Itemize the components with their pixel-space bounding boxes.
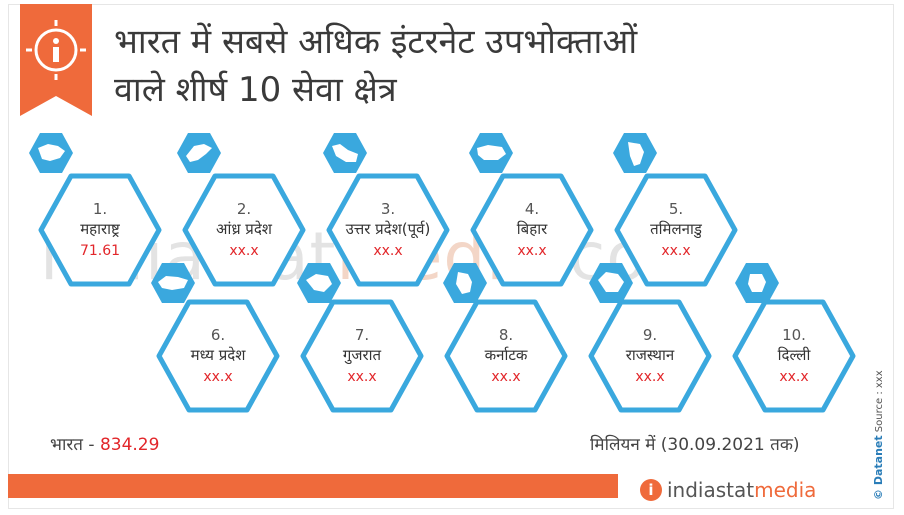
state-name: गुजरात bbox=[342, 346, 382, 364]
info-banner bbox=[20, 4, 92, 116]
state-value: xx.x bbox=[203, 369, 233, 385]
state-rank: 4. bbox=[524, 200, 540, 218]
state-value: xx.x bbox=[491, 369, 521, 385]
state-rank: 7. bbox=[354, 326, 370, 344]
title-line-1: भारत में सबसे अधिक इंटरनेट उपभोक्ताओं bbox=[114, 22, 638, 62]
footer-logo-part-1: indiastat bbox=[667, 478, 755, 502]
india-value: 834.29 bbox=[99, 435, 160, 455]
state-card-6: 6. मध्य प्रदेश xx.x bbox=[155, 298, 281, 414]
state-rank: 2. bbox=[236, 200, 252, 218]
infographic-frame bbox=[8, 4, 894, 509]
bihar-map-icon bbox=[469, 133, 513, 173]
state-value: xx.x bbox=[229, 243, 259, 259]
delhi-map-icon bbox=[735, 263, 779, 303]
madhya-pradesh-map-icon bbox=[151, 263, 195, 303]
state-value: xx.x bbox=[661, 243, 691, 259]
state-value: 71.61 bbox=[79, 243, 121, 259]
state-name: दिल्ली bbox=[777, 346, 811, 364]
state-name: राजस्थान bbox=[625, 346, 675, 364]
india-separator: - bbox=[88, 435, 95, 455]
karnataka-map-icon bbox=[443, 263, 487, 303]
state-value: xx.x bbox=[779, 369, 809, 385]
state-card-4: 4. बिहार xx.x bbox=[469, 172, 595, 288]
state-value: xx.x bbox=[373, 243, 403, 259]
source-text: Source : xxx bbox=[874, 370, 885, 433]
state-card-10: 10. दिल्ली xx.x bbox=[731, 298, 857, 414]
state-rank: 6. bbox=[210, 326, 226, 344]
state-rank: 8. bbox=[498, 326, 514, 344]
state-rank: 10. bbox=[782, 326, 806, 344]
state-name: कर्नाटक bbox=[484, 346, 528, 364]
title-line-2: वाले शीर्ष 10 सेवा क्षेत्र bbox=[114, 70, 397, 110]
state-value: xx.x bbox=[517, 243, 547, 259]
footer-bar bbox=[8, 474, 618, 498]
uttar-pradesh-map-icon bbox=[323, 133, 367, 173]
state-name: तमिलनाडु bbox=[650, 220, 702, 238]
datanet-brand: © Datanet bbox=[872, 435, 885, 500]
page-title: भारत में सबसे अधिक इंटरनेट उपभोक्ताओं वा… bbox=[114, 18, 637, 114]
india-label: भारत bbox=[50, 435, 83, 455]
source-note: © Datanet Source : xxx bbox=[872, 370, 885, 500]
state-name: महाराष्ट्र bbox=[80, 220, 120, 238]
state-rank: 1. bbox=[92, 200, 108, 218]
state-name: आंध्र प्रदेश bbox=[215, 220, 273, 238]
footer-logo-part-2: media bbox=[754, 478, 817, 502]
state-card-7: 7. गुजरात xx.x bbox=[299, 298, 425, 414]
state-card-2: 2. आंध्र प्रदेश xx.x bbox=[181, 172, 307, 288]
info-icon: i bbox=[640, 479, 662, 501]
state-card-9: 9. राजस्थान xx.x bbox=[587, 298, 713, 414]
state-card-3: 3. उत्तर प्रदेश(पूर्व) xx.x bbox=[325, 172, 451, 288]
state-card-1: 1. महाराष्ट्र 71.61 bbox=[37, 172, 163, 288]
state-value: xx.x bbox=[347, 369, 377, 385]
unit-note: मिलियन में (30.09.2021 तक) bbox=[590, 435, 800, 455]
state-rank: 3. bbox=[380, 200, 396, 218]
india-total: भारत - 834.29 bbox=[50, 432, 159, 455]
state-name: उत्तर प्रदेश(पूर्व) bbox=[345, 220, 431, 238]
state-rank: 5. bbox=[668, 200, 684, 218]
andhra-pradesh-map-icon bbox=[177, 133, 221, 173]
state-name: मध्य प्रदेश bbox=[190, 346, 246, 364]
state-name: बिहार bbox=[516, 220, 548, 238]
rajasthan-map-icon bbox=[589, 263, 633, 303]
state-card-5: 5. तमिलनाडु xx.x bbox=[613, 172, 739, 288]
gujarat-map-icon bbox=[297, 263, 341, 303]
state-rank: 9. bbox=[642, 326, 658, 344]
maharashtra-map-icon bbox=[29, 133, 73, 173]
tamil-nadu-map-icon bbox=[613, 133, 657, 173]
state-card-8: 8. कर्नाटक xx.x bbox=[443, 298, 569, 414]
state-value: xx.x bbox=[635, 369, 665, 385]
footer-logo: i indiastat media bbox=[640, 478, 816, 502]
